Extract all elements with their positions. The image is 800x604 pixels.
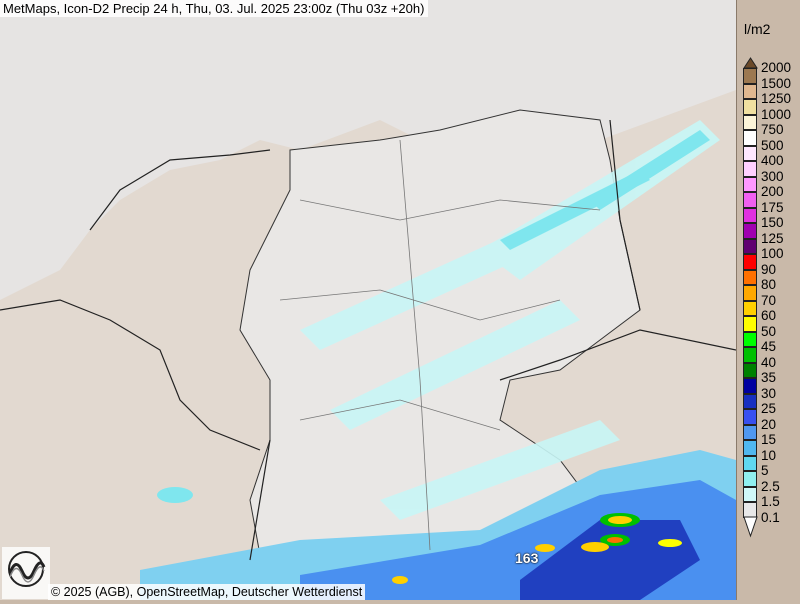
metmaps-logo [2,547,50,599]
legend-swatch [743,486,757,502]
max-value-label: 163 [515,550,539,566]
legend-label: 40 [761,354,777,370]
precipitation-map[interactable] [0,0,736,600]
legend-label: 125 [761,230,784,246]
legend-label: 80 [761,277,777,292]
state-lines [279,139,601,551]
legend-label: 20 [761,416,777,432]
legend-label: 25 [761,401,777,416]
legend-label: 750 [761,122,784,137]
legend-swatch [743,471,757,487]
legend-label: 500 [761,137,784,153]
legend-swatch [743,114,757,130]
legend-swatch [743,223,757,239]
legend-swatch [743,409,757,425]
legend-swatch [743,300,757,316]
map-title: MetMaps, Icon-D2 Precip 24 h, Thu, 03. J… [0,0,429,17]
legend-swatch [743,424,757,440]
alpine-storms [140,450,736,600]
legend-swatch [743,83,757,99]
legend-label: 1000 [761,106,792,122]
legend-label: 175 [761,199,784,215]
legend-swatch [743,99,757,115]
legend-swatch [743,378,757,394]
legend-swatch [743,161,757,177]
legend-swatch [743,347,757,363]
legend-swatch [743,455,757,471]
legend-label: 1.5 [761,494,780,509]
map-credits: © 2025 (AGB), OpenStreetMap, Deutscher W… [48,584,366,600]
legend-label: 400 [761,153,784,168]
legend-label: 300 [761,168,784,184]
legend-swatch [743,362,757,378]
legend-label: 45 [761,339,777,354]
legend-label: 70 [761,292,777,308]
legend-swatch [743,192,757,208]
legend-label: 35 [761,370,777,385]
legend-label: 1250 [761,91,792,106]
legend-swatch [743,254,757,270]
legend-label: 30 [761,385,777,401]
color-legend: l/m2 2000 1500 1250 1000 750 500 400 300 200 175 1… [736,0,800,600]
legend-label: 200 [761,184,784,199]
legend-label: 10 [761,447,777,463]
legend-label: 15 [761,432,777,447]
legend-label: 50 [761,323,777,339]
precip-moderate-bands [157,130,710,503]
legend-label: 150 [761,215,784,230]
legend-label: 100 [761,246,784,261]
legend-unit: l/m2 [744,21,771,37]
legend-swatch [743,393,757,409]
legend-label: 90 [761,261,777,277]
legend-label: 0.1 [761,509,780,525]
legend-bottom-arrow-icon [743,516,758,538]
legend-label: 60 [761,308,777,323]
metmaps-logo-icon [8,551,46,587]
legend-label: 1500 [761,75,792,91]
legend-swatch [743,269,757,285]
legend-label: 5 [761,463,769,478]
legend-swatch [743,130,757,146]
legend-swatch [743,316,757,332]
legend-swatch [743,285,757,301]
legend-swatch [743,68,757,84]
legend-swatch [743,440,757,456]
sea-area [0,0,736,300]
legend-swatch [743,145,757,161]
legend-swatch [743,176,757,192]
legend-swatch [743,207,757,223]
legend-swatch [743,331,757,347]
legend-label: 2000 [761,60,792,75]
border-lines [0,119,736,561]
legend-swatch [743,238,757,254]
legend-label: 2.5 [761,478,780,494]
